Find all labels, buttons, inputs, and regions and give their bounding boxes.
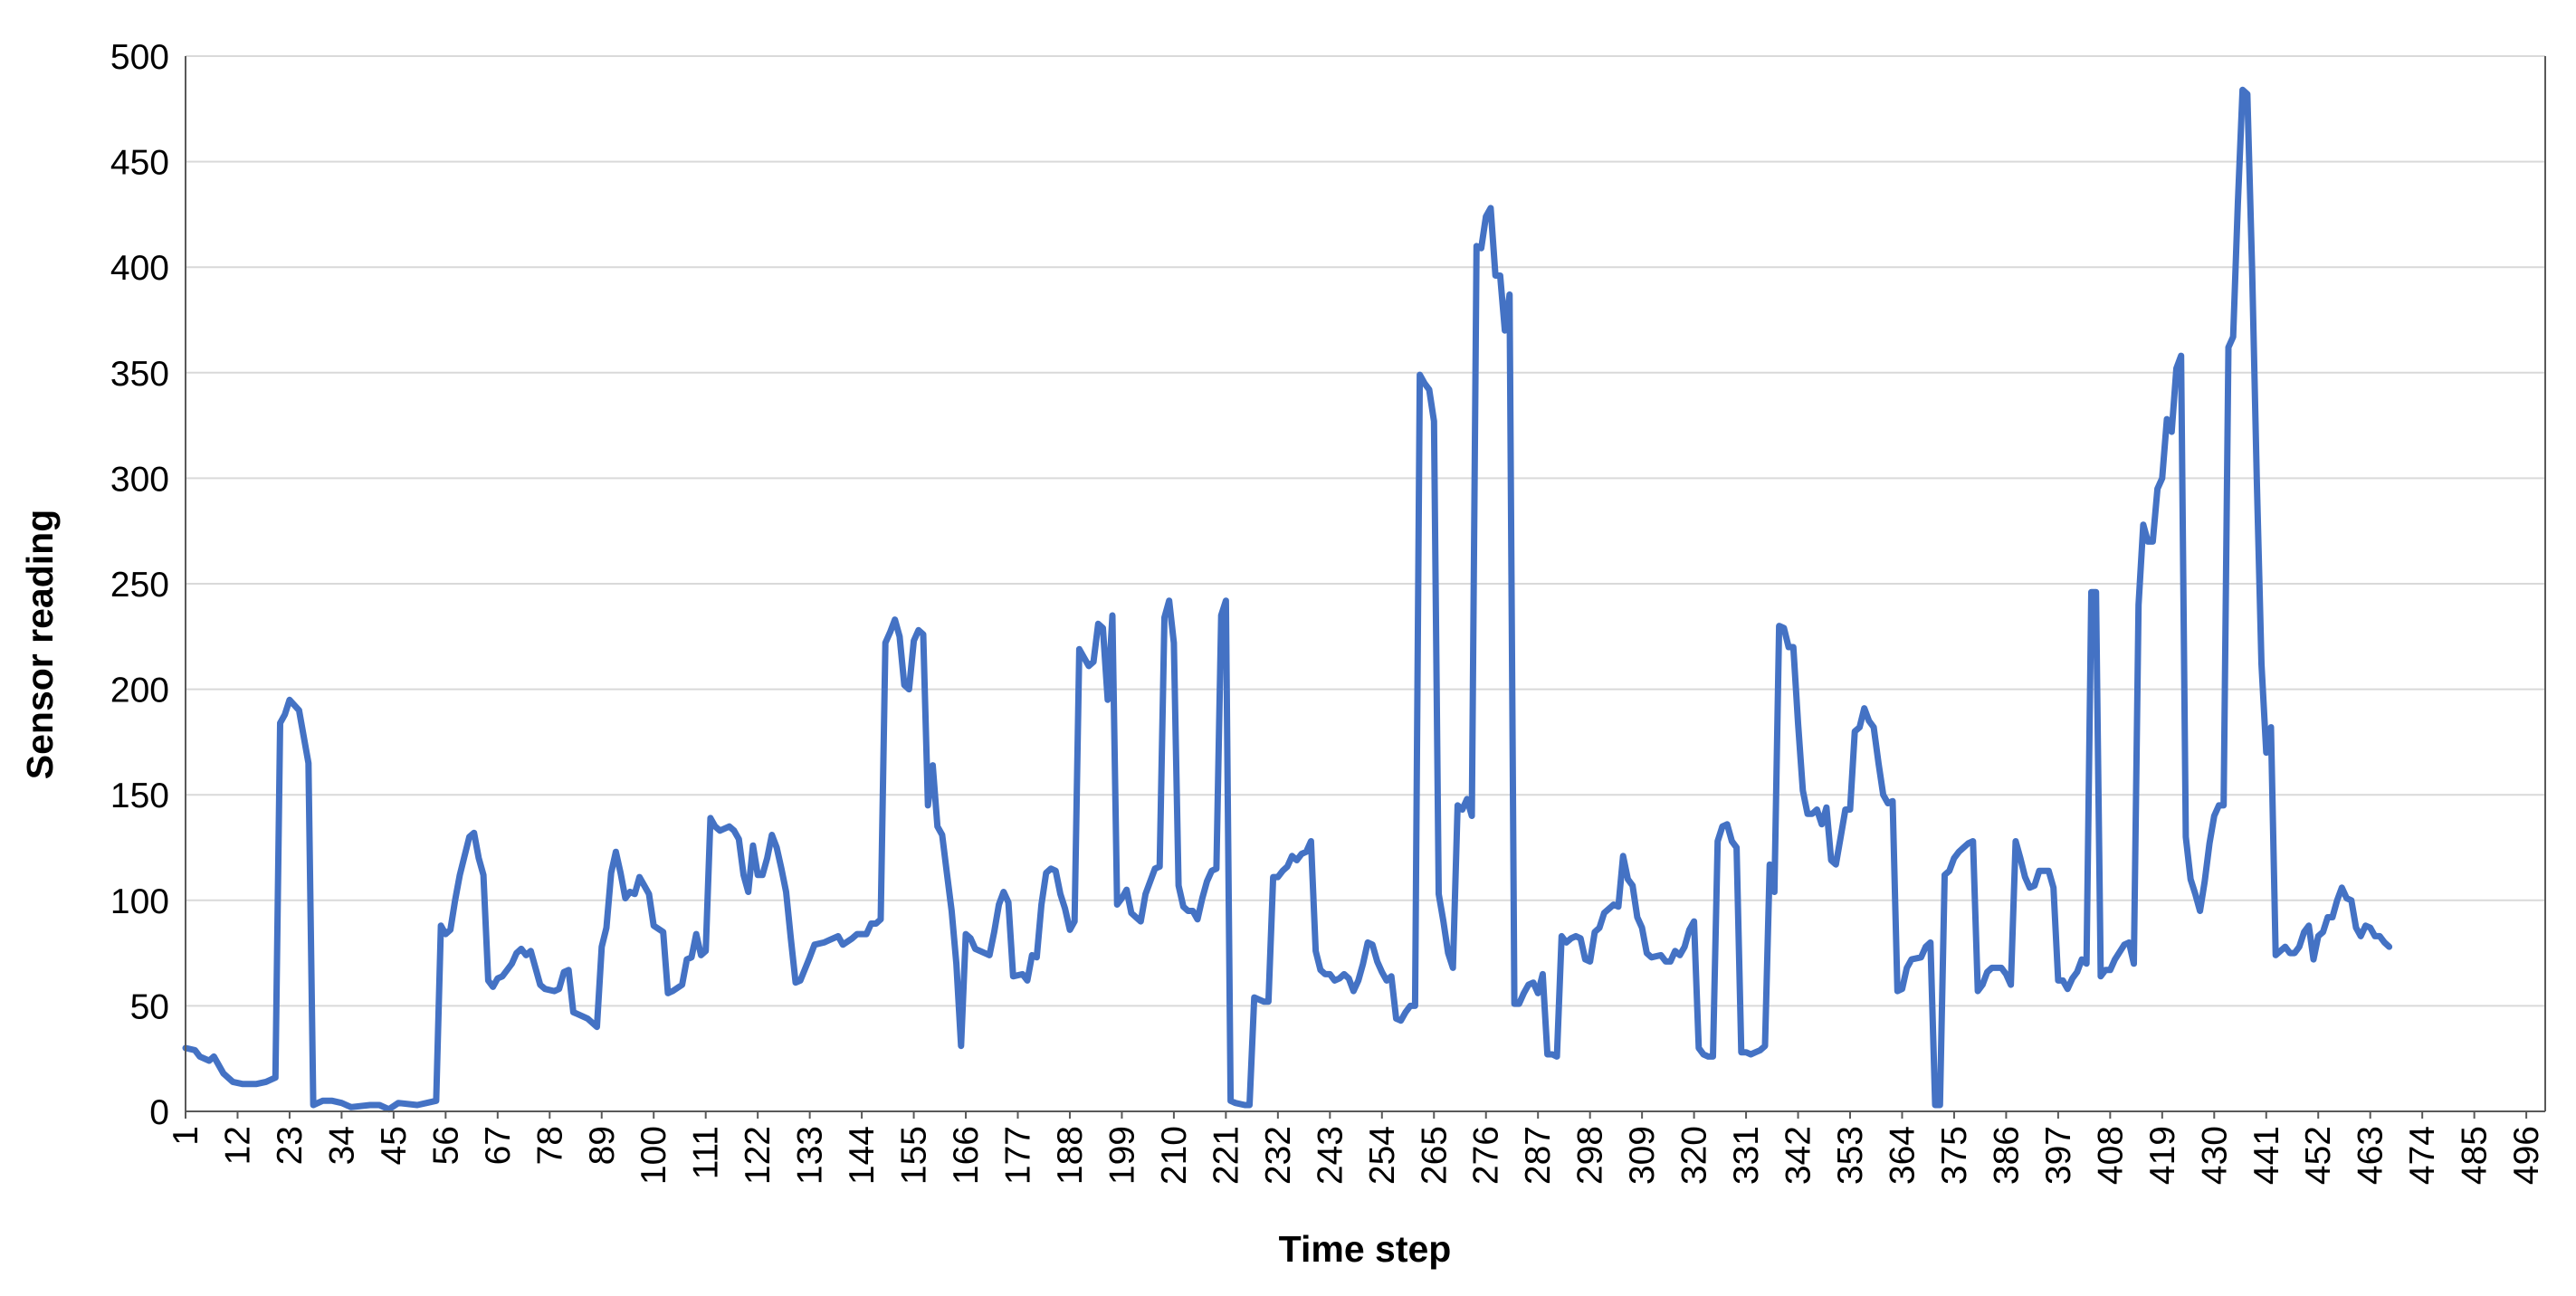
y-axis-tick-labels: 0 50 100 150 200 250 300 350 400 450 500 [110,38,169,1132]
y-tick-label-200: 200 [110,672,169,710]
x-tick-label-100: 100 [634,1126,673,1185]
x-tick-label-45: 45 [375,1126,414,1165]
series-line-0 [182,86,2393,1113]
x-tick-label-144: 144 [843,1126,882,1185]
y-tick-label-400: 400 [110,249,169,288]
x-tick-label-331: 331 [1727,1126,1766,1185]
x-tick-label-386: 386 [1987,1126,2026,1185]
y-tick-label-50: 50 [130,987,169,1026]
y-tick-label-300: 300 [110,460,169,499]
x-tick-label-397: 397 [2039,1126,2078,1185]
x-tick-label-474: 474 [2403,1126,2442,1185]
x-tick-label-265: 265 [1415,1126,1454,1185]
x-tick-label-221: 221 [1207,1126,1245,1185]
x-tick-label-111: 111 [687,1126,726,1179]
x-axis-title: Time step [1279,1228,1452,1270]
x-tick-label-463: 463 [2352,1126,2390,1185]
x-tick-label-375: 375 [1935,1126,1974,1185]
y-tick-label-250: 250 [110,566,169,605]
y-tick-label-150: 150 [110,777,169,815]
x-tick-label-67: 67 [479,1126,518,1165]
x-tick-label-34: 34 [322,1126,361,1165]
x-tick-label-254: 254 [1363,1126,1402,1185]
x-tick-label-133: 133 [791,1126,830,1185]
x-tick-label-287: 287 [1519,1126,1558,1185]
x-tick-label-89: 89 [583,1126,622,1165]
x-tick-label-353: 353 [1831,1126,1870,1185]
x-tick-label-188: 188 [1051,1126,1090,1185]
x-tick-label-232: 232 [1259,1126,1298,1185]
x-tick-label-276: 276 [1467,1126,1506,1185]
y-tick-label-450: 450 [110,144,169,183]
x-tick-label-243: 243 [1311,1126,1350,1185]
x-tick-label-342: 342 [1779,1126,1818,1185]
x-tick-label-122: 122 [739,1126,778,1185]
x-tick-label-12: 12 [218,1126,257,1165]
axes [185,56,2546,1112]
x-tick-label-56: 56 [426,1126,465,1165]
x-tick-label-309: 309 [1623,1126,1662,1185]
x-tick-label-298: 298 [1571,1126,1610,1185]
x-tick-label-166: 166 [947,1126,986,1185]
x-tick-label-408: 408 [2091,1126,2130,1185]
x-tick-label-364: 364 [1883,1126,1922,1185]
y-axis-title: Sensor reading [19,510,61,779]
x-tick-label-430: 430 [2195,1126,2234,1185]
data-series [182,86,2393,1113]
x-tick-label-419: 419 [2143,1126,2182,1185]
x-tick-label-210: 210 [1155,1126,1194,1185]
x-tick-label-23: 23 [271,1126,310,1165]
x-tick-label-496: 496 [2507,1126,2546,1185]
x-tick-label-155: 155 [895,1126,934,1185]
x-tick-label-78: 78 [530,1126,569,1165]
x-tick-label-177: 177 [999,1126,1038,1185]
y-tick-label-500: 500 [110,38,169,77]
x-axis-tick-labels: 1 12 23 34 45 56 67 78 89 100 111 122 133 144 155 166 17… [167,1111,2546,1185]
x-tick-label-485: 485 [2456,1126,2495,1185]
x-tick-label-441: 441 [2247,1126,2286,1185]
x-tick-label-199: 199 [1102,1126,1141,1185]
y-tick-label-0: 0 [149,1093,169,1132]
x-tick-label-320: 320 [1675,1126,1714,1185]
x-tick-label-452: 452 [2299,1126,2338,1185]
horizontal-gridlines [186,55,2545,1007]
y-tick-label-350: 350 [110,355,169,394]
y-tick-label-100: 100 [110,882,169,921]
x-tick-label-1: 1 [167,1126,205,1146]
